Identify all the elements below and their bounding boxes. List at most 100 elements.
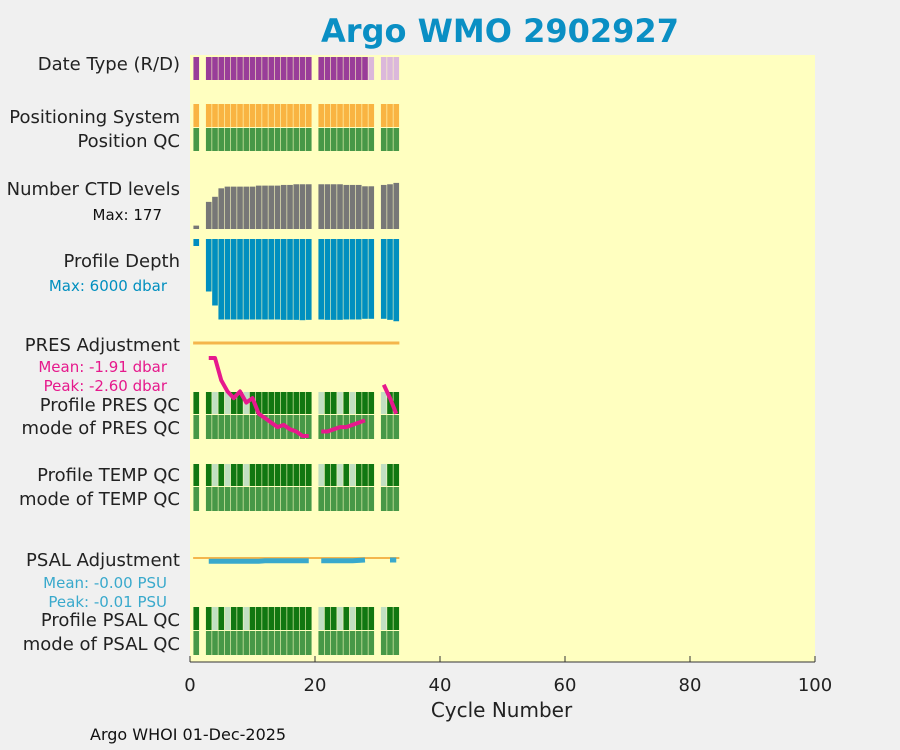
mode-temp-qc-bar [393,487,400,511]
position-qc-bar [324,128,331,151]
position-qc-bar [362,128,368,151]
mode-pres-qc-bar [249,415,256,439]
mode-temp-qc-bar [380,487,387,511]
profile-temp-qc-bar [299,464,306,486]
profile-pres-qc-bar [299,392,306,414]
profile-psal-qc-bar [268,607,275,630]
profile-temp-qc-bar [393,464,400,486]
profile-psal-qc-bar [212,607,218,630]
date-mode-bar [324,57,331,80]
profile-pres-qc-bar [349,392,356,414]
profile-psal-qc-bar [318,607,325,630]
row-label: mode of TEMP QC [19,489,180,510]
profile-temp-qc-bar [343,464,350,486]
date-mode-bar [387,57,393,80]
profile-depth-bar [355,239,362,320]
mode-psal-qc-bar [280,631,287,655]
profile-temp-qc-bar [224,464,231,486]
mode-psal-qc-bar [393,631,400,655]
mode-temp-qc-bar [224,487,231,511]
mode-psal-qc-bar [343,631,350,655]
profile-psal-qc-bar [218,607,225,630]
date-mode-bar [318,57,325,80]
mode-pres-qc-bar [212,415,218,439]
position-qc-bar [330,128,337,151]
profile-temp-qc-bar [387,464,393,486]
mode-temp-qc-bar [343,487,350,511]
row-label: PRES Adjustment [25,335,180,356]
position-qc-bar [337,128,343,151]
mode-pres-qc-bar [230,415,237,439]
date-mode-bar [293,57,300,80]
position-qc-bar [355,128,362,151]
mode-psal-qc-bar [318,631,325,655]
profile-psal-qc-bar [362,607,368,630]
ctd-levels-bar [349,184,356,229]
profile-pres-qc-bar [212,392,218,414]
profile-depth-bar [280,239,287,320]
profile-depth-bar [262,239,268,320]
row-label: Profile Depth [63,251,180,272]
date-mode-bar [343,57,350,80]
profile-psal-qc-bar [243,607,250,630]
mode-pres-qc-bar [293,415,300,439]
profile-temp-qc-bar [349,464,356,486]
mode-temp-qc-bar [349,487,356,511]
profile-depth-bar [212,239,218,306]
positioning-bar [205,104,212,127]
ctd-levels-bar [212,196,218,229]
mode-psal-qc-bar [212,631,218,655]
positioning-bar [274,104,281,127]
mode-pres-qc-bar [362,415,368,439]
profile-psal-qc-bar [237,607,243,630]
mode-temp-qc-bar [280,487,287,511]
profile-pres-qc-bar [324,392,331,414]
profile-psal-qc-bar [393,607,400,630]
mode-psal-qc-bar [262,631,268,655]
ctd-max-label: Max: 177 [93,206,162,224]
profile-temp-qc-bar [193,464,200,486]
profile-psal-qc-bar [280,607,287,630]
date-mode-bar [274,57,281,80]
mode-pres-qc-bar [393,415,400,439]
mode-pres-qc-bar [324,415,331,439]
profile-psal-qc-bar [355,607,362,630]
profile-temp-qc-bar [305,464,312,486]
ctd-levels-bar [205,201,212,229]
profile-temp-qc-bar [243,464,250,486]
mode-pres-qc-bar [305,415,312,439]
profile-depth-bar [293,239,300,320]
mode-pres-qc-bar [299,415,306,439]
mode-psal-qc-bar [268,631,275,655]
profile-pres-qc-bar [268,392,275,414]
profile-temp-qc-bar [355,464,362,486]
ctd-levels-bar [293,184,300,229]
mode-temp-qc-bar [274,487,281,511]
ctd-levels-bar [262,185,268,229]
profile-depth-bar [305,239,312,320]
mode-temp-qc-bar [299,487,306,511]
profile-psal-qc-bar [349,607,356,630]
profile-pres-qc-bar [255,392,262,414]
mode-psal-qc-bar [274,631,281,655]
positioning-bar [287,104,293,127]
x-tick-label: 0 [184,675,195,696]
positioning-bar [324,104,331,127]
date-mode-bar [380,57,387,80]
position-qc-bar [318,128,325,151]
position-qc-bar [218,128,225,151]
profile-temp-qc-bar [249,464,256,486]
profile-psal-qc-bar [387,607,393,630]
date-mode-bar [255,57,262,80]
positioning-bar [193,104,200,127]
profile-temp-qc-bar [287,464,293,486]
mode-psal-qc-bar [305,631,312,655]
profile-temp-qc-bar [255,464,262,486]
position-qc-bar [343,128,350,151]
date-mode-bar [393,57,400,80]
chart-title: Argo WMO 2902927 [321,12,679,50]
mode-psal-qc-bar [193,631,200,655]
profile-temp-qc-bar [205,464,212,486]
profile-pres-qc-bar [362,392,368,414]
profile-pres-qc-bar [337,392,343,414]
